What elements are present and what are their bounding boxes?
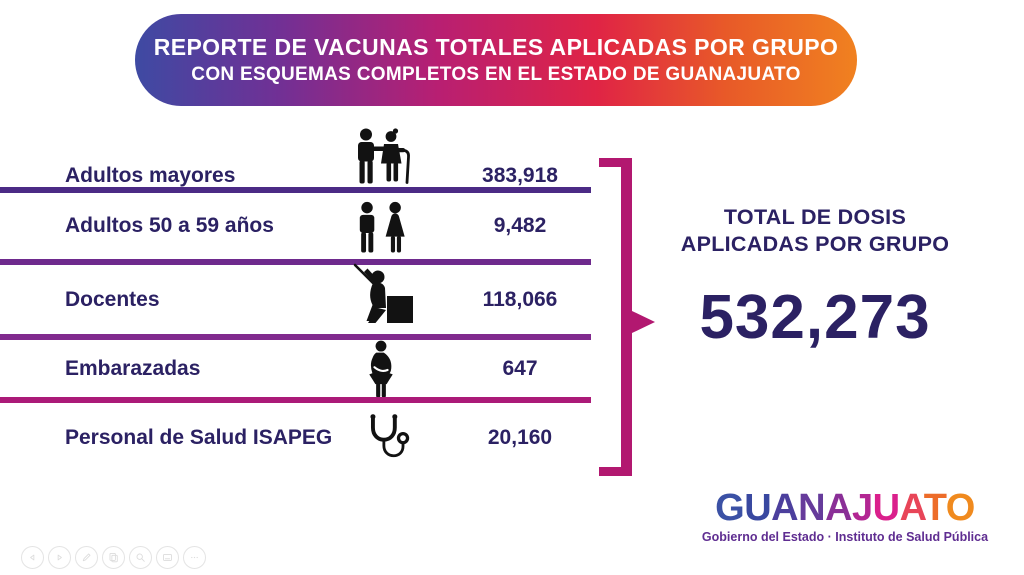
group-value-personal-salud: 20,160 — [487, 426, 553, 449]
next-slide-button[interactable] — [48, 546, 71, 569]
bracket-vertical-bar — [621, 158, 632, 476]
previous-icon — [30, 554, 35, 561]
total-value: 532,273 — [699, 283, 931, 352]
group-label-adultos-mayores: Adultos mayores — [65, 164, 236, 187]
group-value-adultos-50-59: 9,482 — [493, 214, 547, 237]
logo-letter: A — [899, 487, 925, 529]
teacher-icon — [347, 262, 419, 339]
logo-letter: N — [798, 487, 826, 529]
stethoscope-icon — [362, 412, 412, 467]
logo-subtitle: Gobierno del Estado · Instituto de Salud… — [701, 530, 989, 544]
logo-letter: J — [852, 487, 873, 529]
row-divider — [0, 259, 591, 265]
elderly-couple-icon — [350, 126, 414, 192]
previous-slide-button[interactable] — [21, 546, 44, 569]
display-icon — [163, 554, 172, 561]
row-divider — [0, 334, 591, 340]
viewer-toolbar — [21, 546, 206, 569]
ellipsis-icon — [191, 556, 198, 559]
logo-letter: O — [945, 487, 976, 529]
group-label-docentes: Docentes — [65, 288, 160, 311]
draw-pen-button[interactable] — [75, 546, 98, 569]
row-divider — [0, 187, 591, 193]
logo-letter: A — [825, 487, 853, 529]
man-woman-icon — [353, 199, 411, 262]
row-divider — [0, 397, 591, 403]
group-value-docentes: 118,066 — [482, 288, 558, 311]
total-label-line2: APLICADAS POR GRUPO — [680, 232, 950, 256]
total-label-line1: TOTAL DE DOSIS — [723, 205, 907, 229]
logo-letter: T — [923, 487, 947, 529]
bracket-top-cap — [599, 158, 632, 167]
bracket-arrow — [632, 311, 655, 333]
display-notes-button[interactable] — [156, 546, 179, 569]
logo-letter: U — [872, 487, 900, 529]
slide-overview-button[interactable] — [102, 546, 125, 569]
group-label-personal-salud: Personal de Salud ISAPEG — [65, 426, 333, 449]
group-value-embarazadas: 647 — [502, 357, 538, 380]
guanajuato-logo: GUANAJUATO Gobierno del Estado · Institu… — [690, 488, 1000, 544]
header-title-line2: CON ESQUEMAS COMPLETOS EN EL ESTADO DE G… — [191, 64, 801, 85]
magnifier-icon — [136, 553, 145, 562]
next-icon — [57, 554, 62, 561]
logo-letter: A — [771, 487, 799, 529]
total-block: TOTAL DE DOSIS APLICADAS POR GRUPO 532,2… — [655, 204, 975, 353]
header-banner: REPORTE DE VACUNAS TOTALES APLICADAS POR… — [135, 14, 857, 106]
group-value-adultos-mayores: 383,918 — [482, 164, 558, 187]
header-title-line1: REPORTE DE VACUNAS TOTALES APLICADAS POR… — [153, 34, 839, 60]
group-label-embarazadas: Embarazadas — [65, 357, 201, 380]
bracket-bottom-cap — [599, 467, 632, 476]
logo-wordmark: GUANAJUATO — [690, 488, 1000, 528]
pencil-icon — [82, 553, 91, 562]
logo-letter: U — [744, 487, 772, 529]
zoom-search-button[interactable] — [129, 546, 152, 569]
slides-overview-icon — [109, 553, 118, 563]
group-label-adultos-50-59: Adultos 50 a 59 años — [65, 214, 274, 237]
more-options-button[interactable] — [183, 546, 206, 569]
logo-letter: G — [715, 487, 745, 529]
pregnant-woman-icon — [359, 340, 403, 405]
